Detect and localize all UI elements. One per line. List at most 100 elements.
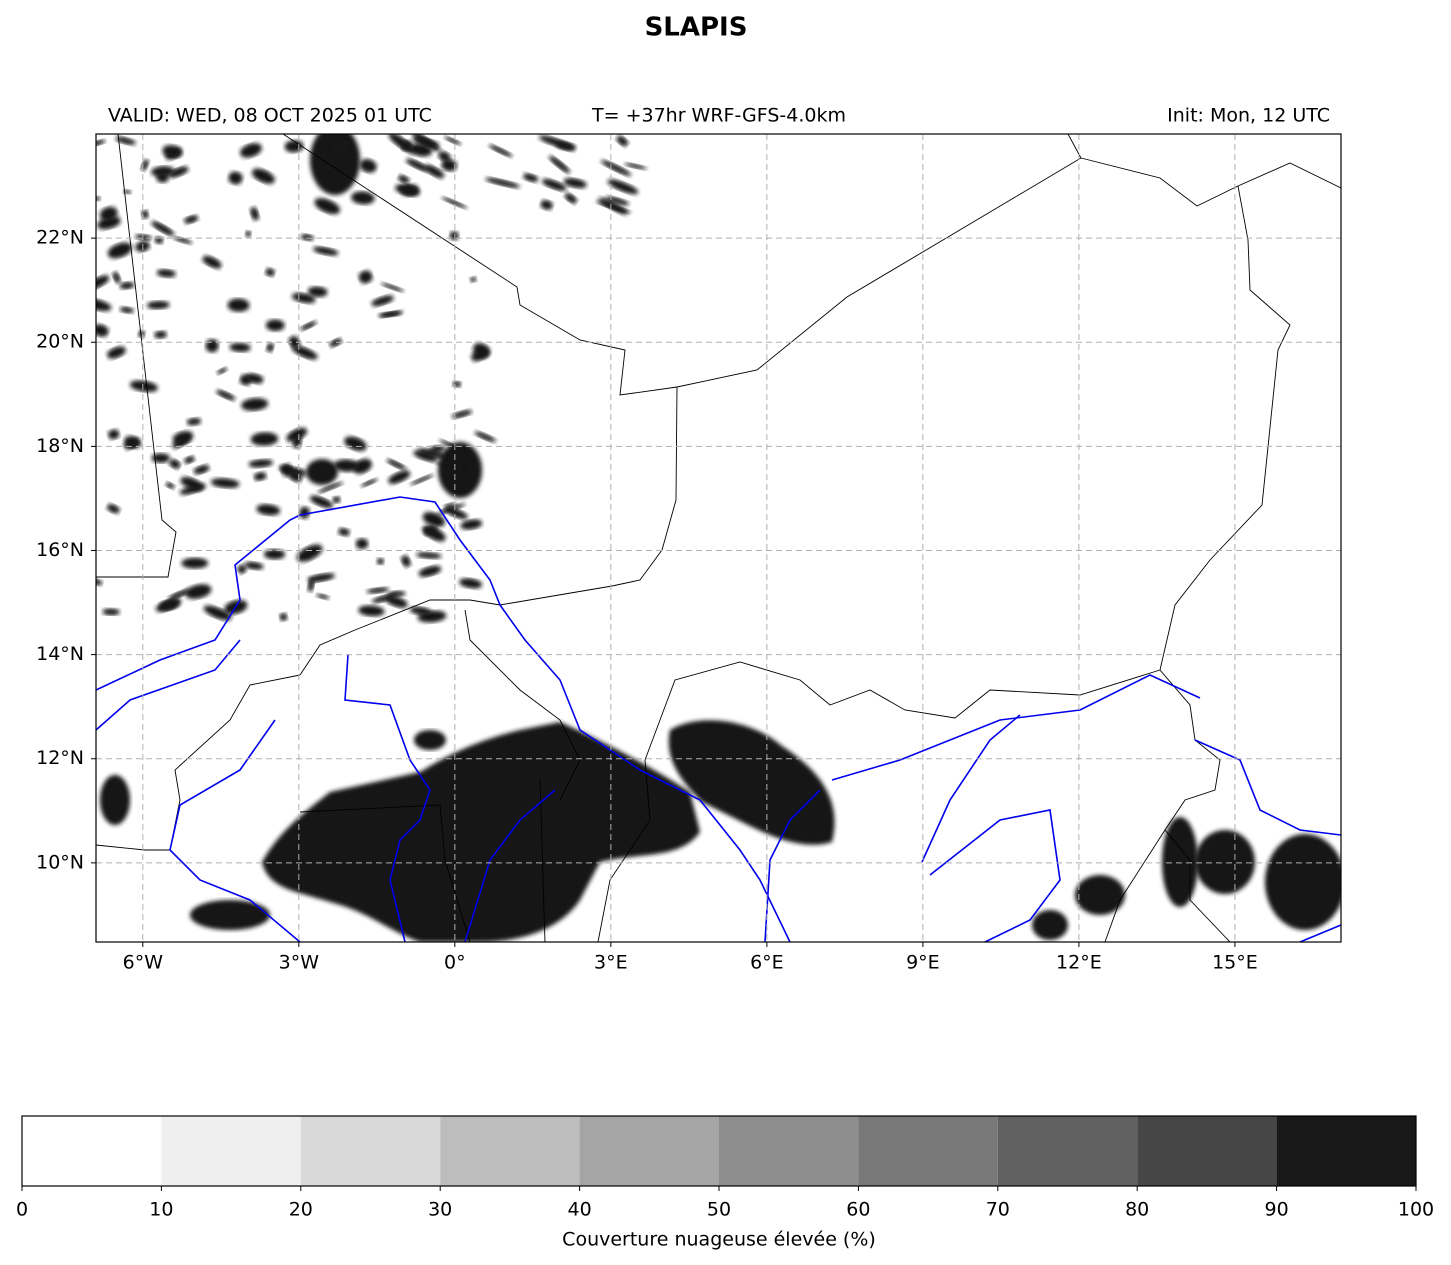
cloud-speck <box>471 348 490 362</box>
cloud-speck <box>141 159 149 171</box>
colorbar-label: Couverture nuageuse élevée (%) <box>562 1229 876 1251</box>
cloud-speck <box>168 166 189 178</box>
cloud-speck <box>416 552 442 559</box>
colorbar-segment <box>858 1116 998 1186</box>
cloud-speck <box>444 136 462 145</box>
cloud-speck <box>418 565 442 577</box>
cloud-speck <box>184 456 195 464</box>
colorbar-tick-label: 70 <box>986 1199 1010 1221</box>
cloud-speck <box>286 427 308 442</box>
cloud-speck <box>112 271 121 284</box>
cloud-speck <box>288 335 301 349</box>
cloud-speck <box>107 242 132 259</box>
cloud-speck <box>279 612 288 622</box>
cloud-speck <box>344 436 367 452</box>
cloud-speck <box>154 236 164 244</box>
cloud-speck <box>151 221 175 236</box>
cloud-speck <box>607 179 639 195</box>
colorbar-tick-label: 80 <box>1125 1199 1149 1221</box>
cloud-speck <box>563 178 587 189</box>
colorbar-tick-label: 90 <box>1265 1199 1289 1221</box>
cloud-speck <box>317 482 344 494</box>
cloud-speck <box>329 338 343 348</box>
cloud-speck <box>314 198 341 215</box>
cloud-speck <box>410 474 434 486</box>
cloud-speck <box>123 189 132 195</box>
cloud-speck <box>173 236 193 244</box>
cloud-speck <box>265 268 275 277</box>
cloud-speck <box>96 275 110 290</box>
cloud-speck <box>307 573 335 583</box>
cloud-speck <box>452 381 462 388</box>
cloud-speck <box>441 197 468 209</box>
cloud-speck <box>296 544 323 562</box>
cloud-speck <box>205 338 219 353</box>
colorbar-tick-label: 10 <box>149 1199 173 1221</box>
cloud-speck <box>96 139 106 147</box>
cloud-speck <box>366 587 390 594</box>
cloud-speck <box>154 330 167 339</box>
cloud-speck <box>474 431 497 443</box>
cloud-speck <box>386 459 406 470</box>
cloud-speck <box>358 270 373 284</box>
colorbar-segment <box>997 1116 1138 1186</box>
cloud-speck <box>451 410 473 419</box>
cloud-speck <box>251 168 275 184</box>
cloud-speck <box>398 175 410 184</box>
cloud-speck <box>422 512 446 527</box>
colorbar-segment <box>1137 1116 1277 1186</box>
cloud-speck <box>165 482 175 489</box>
y-tick-label: 20°N <box>36 331 84 353</box>
colorbar-tick-label: 50 <box>707 1199 731 1221</box>
y-tick-label: 10°N <box>36 851 84 873</box>
cloud-speck <box>292 435 302 449</box>
colorbar-segment <box>300 1116 441 1186</box>
colorbar-segment <box>1276 1116 1416 1186</box>
cloud-speck <box>413 450 438 462</box>
cloud-speck <box>460 519 483 530</box>
cloud-speck <box>300 234 314 241</box>
cloud-speck <box>355 538 369 550</box>
cloud-speck <box>353 458 372 474</box>
cloud-speck <box>333 459 360 472</box>
cloud-speck <box>436 462 465 472</box>
colorbar-tick-label: 0 <box>16 1199 28 1221</box>
map-frame <box>95 133 1342 943</box>
cloud-speck <box>241 398 269 411</box>
x-tick-label: 12°E <box>1056 952 1102 974</box>
cloud-speck <box>405 158 429 172</box>
cloud-speck <box>181 557 209 569</box>
cloud-speck <box>107 346 126 359</box>
cloud-speck <box>409 143 433 157</box>
cloud-speck <box>240 143 262 158</box>
cloud-speck <box>438 151 451 163</box>
cloud-speck <box>388 470 411 484</box>
cloud-speck <box>523 173 539 182</box>
cloud-speck <box>488 144 513 157</box>
colorbar-segment <box>22 1116 162 1186</box>
x-tick-label: 3°W <box>279 952 320 974</box>
y-tick-label: 22°N <box>36 227 84 249</box>
cloud-speck <box>185 584 212 599</box>
y-tick-label: 16°N <box>36 539 84 561</box>
cloud-speck <box>347 152 356 158</box>
cloud-speck <box>119 306 134 314</box>
cloud-speck <box>102 608 120 616</box>
cloud-speck <box>250 432 279 446</box>
cloud-speck <box>227 298 250 312</box>
cloud-speck <box>600 160 632 176</box>
cloud-speck <box>202 255 222 269</box>
cloud-speck <box>99 206 118 222</box>
cloud-speck <box>291 292 316 304</box>
cloud-speck <box>309 495 334 509</box>
cloud-speck <box>359 159 377 173</box>
cloud-speck <box>106 504 120 514</box>
cloud-speck <box>229 342 251 352</box>
cloud-speck <box>376 558 385 565</box>
cloud-speck <box>141 209 149 219</box>
cloud-speck <box>138 330 146 338</box>
cloud-speck <box>265 319 285 332</box>
cloud-speck <box>168 589 190 600</box>
cloud-speck <box>538 135 575 150</box>
